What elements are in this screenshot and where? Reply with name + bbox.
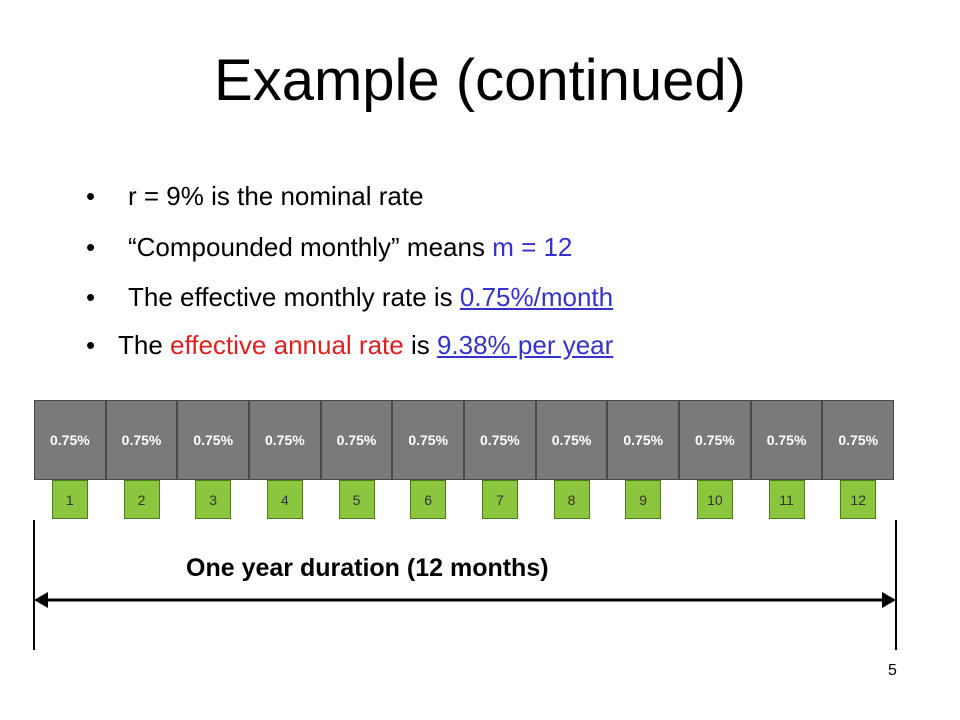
duration-double-arrow bbox=[34, 592, 896, 608]
bullet-text-mid: is bbox=[403, 330, 437, 360]
month-box: 7 bbox=[481, 480, 518, 519]
rate-cell: 0.75% bbox=[34, 400, 106, 480]
bullet-text: The effective monthly rate is 0.75%/mont… bbox=[128, 284, 613, 310]
bullet-marker: • bbox=[86, 282, 96, 312]
rate-cell: 0.75% bbox=[249, 400, 321, 480]
page-number: 5 bbox=[888, 662, 897, 679]
rate-cell: 0.75% bbox=[822, 400, 895, 480]
rate-cell: 0.75% bbox=[535, 400, 608, 480]
rate-cell: 0.75% bbox=[750, 400, 823, 480]
rate-cell: 0.75% bbox=[320, 400, 393, 480]
bullet-marker: • bbox=[86, 330, 96, 360]
month-box: 2 bbox=[123, 480, 160, 519]
rate-cell: 0.75% bbox=[607, 400, 680, 480]
slide-title: Example (continued) bbox=[214, 48, 746, 113]
m-value-highlight: m = 12 bbox=[492, 232, 573, 262]
bullet-text-pre: The effective monthly rate is bbox=[128, 282, 460, 312]
rate-cell: 0.75% bbox=[177, 400, 250, 480]
month-box: 1 bbox=[51, 480, 88, 519]
effective-annual-rate-highlight: effective annual rate bbox=[170, 330, 404, 360]
month-box: 3 bbox=[195, 480, 232, 519]
duration-label: One year duration (12 months) bbox=[186, 554, 549, 582]
timeline-right-boundary bbox=[895, 520, 897, 650]
bullet-marker: • bbox=[86, 181, 96, 211]
month-box: 11 bbox=[768, 480, 805, 519]
month-box: 5 bbox=[338, 480, 375, 519]
rate-cell: 0.75% bbox=[464, 400, 536, 480]
timeline-left-boundary bbox=[33, 520, 35, 650]
annual-rate-link[interactable]: 9.38% per year bbox=[436, 330, 614, 360]
month-box: 9 bbox=[625, 480, 662, 519]
rate-cell: 0.75% bbox=[679, 400, 751, 480]
month-box: 4 bbox=[266, 480, 303, 519]
bullet-text: “Compounded monthly” means m = 12 bbox=[128, 234, 572, 260]
monthly-rate-link[interactable]: 0.75%/month bbox=[459, 282, 614, 312]
bullet-text-pre: The bbox=[118, 330, 171, 360]
rate-cell: 0.75% bbox=[105, 400, 178, 480]
month-box: 6 bbox=[410, 480, 447, 519]
month-box: 10 bbox=[696, 480, 733, 519]
bullet-text: The effective annual rate is 9.38% per y… bbox=[118, 332, 613, 358]
month-box: 12 bbox=[840, 480, 877, 519]
bullet-text-pre: “Compounded monthly” means bbox=[128, 232, 493, 262]
month-box: 8 bbox=[553, 480, 590, 519]
bullet-marker: • bbox=[86, 232, 96, 262]
rate-cell: 0.75% bbox=[392, 400, 465, 480]
monthly-rate-row: 0.75% 0.75% 0.75% 0.75% 0.75% 0.75% 0.75… bbox=[34, 400, 895, 480]
bullet-text: r = 9% is the nominal rate bbox=[128, 181, 424, 211]
month-number-row: 1 2 3 4 5 6 7 8 9 10 11 12 bbox=[34, 480, 894, 520]
